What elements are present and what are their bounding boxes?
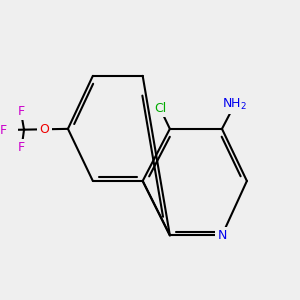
Text: F: F: [18, 141, 25, 154]
Text: F: F: [0, 124, 7, 136]
Text: F: F: [17, 105, 25, 118]
Text: O: O: [40, 123, 50, 136]
Text: Cl: Cl: [154, 102, 166, 115]
Text: N: N: [217, 229, 227, 242]
Text: NH$_2$: NH$_2$: [222, 97, 247, 112]
